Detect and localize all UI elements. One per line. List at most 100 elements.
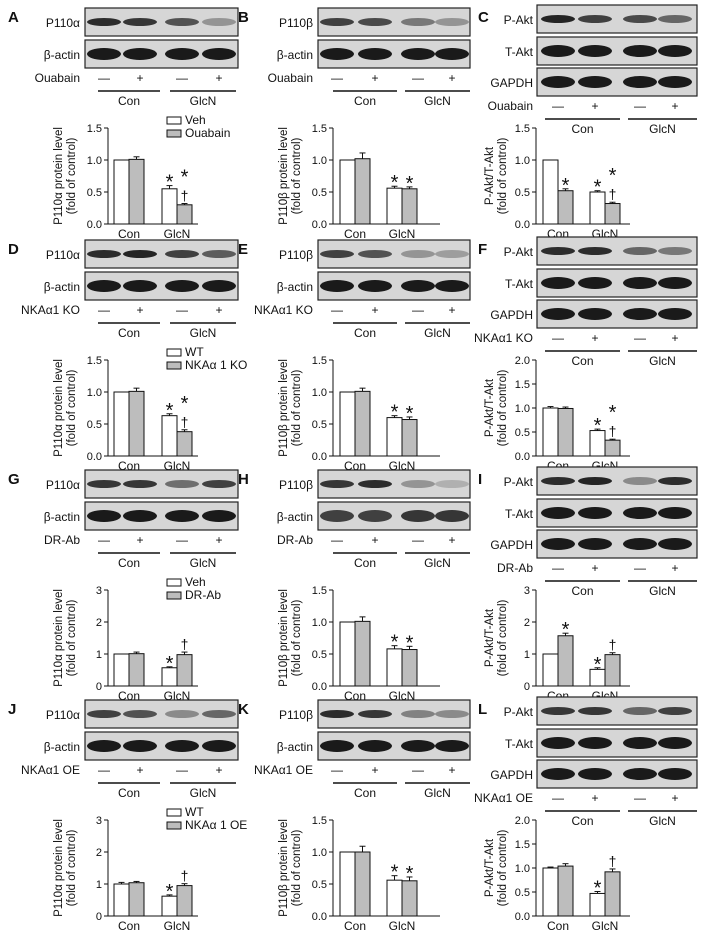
blot-band bbox=[435, 48, 469, 60]
blot-band bbox=[541, 538, 575, 550]
plus-sign: + bbox=[136, 303, 143, 317]
treatment-label: DR-Ab bbox=[277, 533, 313, 547]
legend-swatch bbox=[166, 821, 182, 830]
group-label: Con bbox=[571, 122, 593, 136]
blot-label: P110β bbox=[279, 248, 313, 262]
legend-label: Veh bbox=[185, 575, 206, 589]
dagger-mark: † bbox=[609, 186, 617, 202]
blot-band bbox=[358, 250, 392, 258]
y-tick-label: 0 bbox=[524, 681, 530, 693]
blot-label: GAPDH bbox=[490, 768, 533, 782]
group-label: GlcN bbox=[190, 326, 217, 340]
blot-label: β-actin bbox=[44, 740, 80, 754]
minus-sign: — bbox=[98, 763, 110, 777]
blot-band bbox=[623, 76, 657, 88]
y-tick-label: 2.0 bbox=[515, 355, 530, 367]
minus-sign: — bbox=[634, 331, 646, 345]
y-tick-label: 1.5 bbox=[312, 815, 327, 827]
group-label: Con bbox=[118, 326, 140, 340]
y-axis-label-line: (fold of control) bbox=[497, 369, 509, 446]
dagger-mark: † bbox=[609, 423, 617, 439]
y-tick-label: 2 bbox=[96, 847, 102, 859]
y-tick-label: 0.5 bbox=[87, 187, 102, 199]
significance-star: * bbox=[181, 167, 189, 189]
blot-label: T-Akt bbox=[505, 277, 534, 291]
bar bbox=[339, 391, 356, 457]
y-tick-label: 0.0 bbox=[312, 451, 327, 463]
western-blot: β-actin bbox=[44, 271, 239, 301]
significance-star: * bbox=[391, 632, 399, 654]
blot-band bbox=[358, 480, 392, 488]
blot-band bbox=[87, 480, 121, 488]
minus-sign: — bbox=[98, 303, 110, 317]
panel-letter: D bbox=[8, 241, 19, 258]
y-tick-label: 0.0 bbox=[87, 219, 102, 231]
blot-label: P-Akt bbox=[504, 705, 534, 719]
y-axis-label-line: (fold of control) bbox=[291, 369, 303, 446]
panel-h: H P110β β-actin DR-Ab — + — + Con GlcN 0.0 0.5 1.0 1.… bbox=[238, 469, 471, 703]
y-tick-label: 0.0 bbox=[515, 219, 530, 231]
significance-star: * bbox=[391, 402, 399, 424]
blot-label: P-Akt bbox=[504, 13, 534, 27]
y-axis-label-line: (fold of control) bbox=[66, 599, 78, 676]
blot-band bbox=[658, 308, 692, 320]
minus-sign: — bbox=[412, 71, 424, 85]
y-axis-label-line: P-Akt/T-Akt bbox=[484, 378, 496, 437]
y-tick-label: 1.5 bbox=[87, 355, 102, 367]
significance-star: * bbox=[166, 653, 174, 675]
y-tick-label: 0.0 bbox=[312, 911, 327, 923]
y-tick-label: 1.5 bbox=[312, 355, 327, 367]
group-label: GlcN bbox=[424, 94, 451, 108]
blot-band bbox=[358, 48, 392, 60]
blot-band bbox=[578, 45, 612, 57]
y-tick-label: 0.5 bbox=[312, 419, 327, 431]
plus-sign: + bbox=[448, 763, 455, 777]
group-label: Con bbox=[354, 326, 376, 340]
x-tick-label: GlcN bbox=[389, 227, 416, 241]
legend-label: DR-Ab bbox=[185, 588, 221, 602]
y-axis-label-line: P-Akt/T-Akt bbox=[484, 608, 496, 667]
western-blot: β-actin bbox=[277, 501, 471, 531]
minus-sign: — bbox=[412, 763, 424, 777]
treatment-label: Ouabain bbox=[268, 71, 313, 85]
bar-chart: 0.0 0.5 1.0 1.5 P110α protein level (fold of … bbox=[53, 345, 247, 473]
significance-star: * bbox=[609, 402, 617, 424]
y-tick-label: 0 bbox=[96, 681, 102, 693]
western-blot: β-actin bbox=[277, 271, 471, 301]
bar bbox=[557, 635, 574, 687]
blot-band bbox=[658, 45, 692, 57]
y-tick-label: 1 bbox=[96, 649, 102, 661]
panel-k: K P110β β-actin NKAα1 OE — + — + Con GlcN 0.0 0.5 1.… bbox=[238, 699, 471, 932]
plus-sign: + bbox=[215, 71, 222, 85]
blot-band bbox=[165, 480, 199, 488]
blot-band bbox=[541, 247, 575, 255]
blot-label: P110α bbox=[46, 708, 80, 722]
y-axis-label-line: (fold of control) bbox=[66, 829, 78, 906]
blot-band bbox=[320, 510, 354, 522]
y-tick-label: 1.0 bbox=[515, 403, 530, 415]
y-axis-label-line: (fold of control) bbox=[66, 137, 78, 214]
minus-sign: — bbox=[634, 561, 646, 575]
blot-band bbox=[320, 18, 354, 26]
blot-band bbox=[578, 15, 612, 23]
significance-star: * bbox=[391, 862, 399, 884]
group-label: GlcN bbox=[649, 814, 676, 828]
group-label: Con bbox=[118, 786, 140, 800]
bar-chart: 0.0 0.5 1.0 1.5 P110β protein level (fold of … bbox=[278, 355, 440, 473]
minus-sign: — bbox=[98, 533, 110, 547]
legend-swatch bbox=[166, 591, 182, 600]
y-tick-label: 2 bbox=[524, 617, 530, 629]
blot-band bbox=[358, 740, 392, 752]
blot-label: P110β bbox=[279, 708, 313, 722]
x-tick-label: GlcN bbox=[164, 227, 191, 241]
bar-chart: 0.0 0.5 1.0 1.5 P110α protein level (fold of … bbox=[53, 113, 230, 241]
blot-label: β-actin bbox=[44, 280, 80, 294]
blot-band bbox=[658, 538, 692, 550]
blot-label: T-Akt bbox=[505, 507, 534, 521]
blot-band bbox=[435, 740, 469, 752]
bar bbox=[542, 867, 559, 917]
plus-sign: + bbox=[215, 533, 222, 547]
bar bbox=[542, 407, 559, 457]
plus-sign: + bbox=[136, 763, 143, 777]
